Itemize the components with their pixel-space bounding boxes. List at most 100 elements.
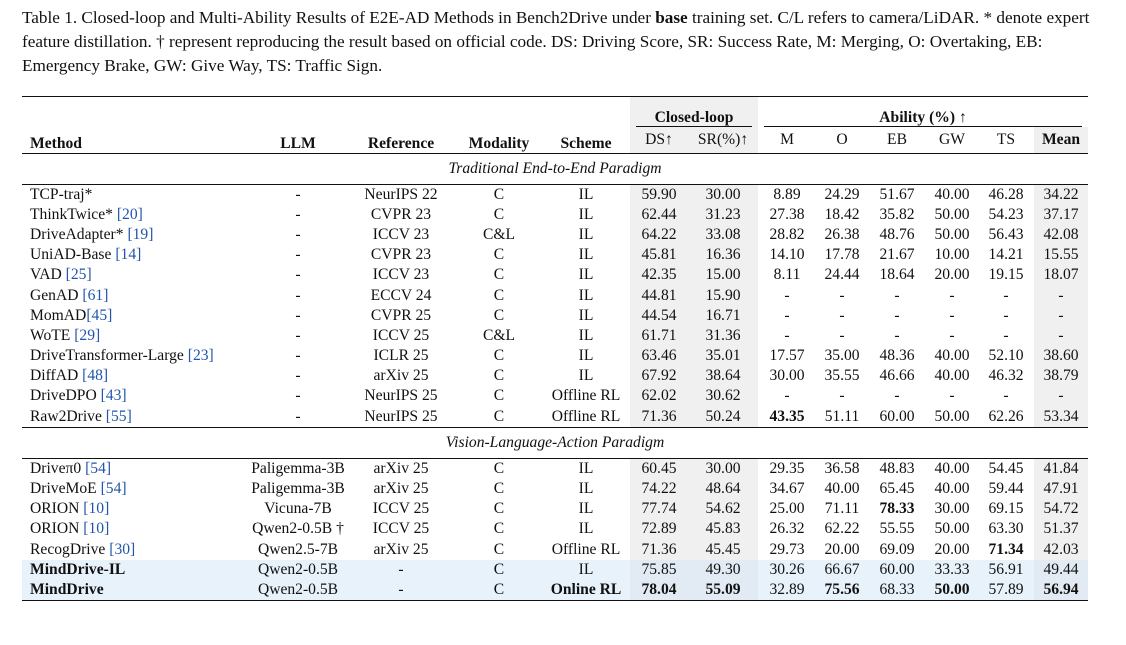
citation-link[interactable]: [43] bbox=[100, 387, 127, 405]
citation-link[interactable]: [54] bbox=[85, 459, 112, 477]
table-body: Traditional End-to-End Paradigm TCP-traj*… bbox=[22, 153, 1089, 602]
citation-link[interactable]: [29] bbox=[74, 326, 101, 344]
cell-scheme: IL bbox=[578, 225, 594, 243]
cell-reference: ICCV 25 bbox=[372, 326, 430, 344]
method-name: DriveAdapter* [19] bbox=[30, 225, 154, 243]
cell-ds: 67.92 bbox=[630, 366, 688, 387]
cell-ts: 52.10 bbox=[988, 347, 1024, 365]
cell-llm: - bbox=[295, 306, 301, 324]
cell-sr: 50.24 bbox=[688, 406, 759, 428]
caption-text-rest: training set. C/L refers to camera/LiDAR… bbox=[22, 8, 1090, 75]
header-sr: SR(%)↑ bbox=[688, 127, 759, 153]
cell-ts: - bbox=[1003, 326, 1009, 344]
cell-mean: 42.03 bbox=[1034, 539, 1089, 560]
citation-link[interactable]: [14] bbox=[115, 246, 142, 264]
cell-reference: NeurIPS 22 bbox=[364, 185, 438, 203]
cell-modality: C bbox=[493, 480, 505, 498]
cell-o: - bbox=[839, 387, 845, 405]
cell-gw: 40.00 bbox=[934, 367, 970, 385]
cell-ds: 64.22 bbox=[630, 224, 688, 246]
method-name: DriveTransformer-Large [23] bbox=[30, 347, 214, 365]
cell-modality: C bbox=[493, 185, 505, 203]
cell-ds: 77.74 bbox=[630, 499, 688, 520]
cell-ds: 44.81 bbox=[630, 285, 688, 306]
cell-llm: - bbox=[295, 286, 301, 304]
cell-gw: 50.00 bbox=[926, 579, 979, 602]
cell-gw: - bbox=[949, 306, 955, 324]
citation-link[interactable]: [20] bbox=[116, 205, 143, 223]
cell-scheme: IL bbox=[578, 520, 594, 538]
citation-link[interactable]: [10] bbox=[83, 520, 110, 538]
cell-llm: - bbox=[295, 246, 301, 264]
cell-ts: - bbox=[1003, 306, 1009, 324]
cell-eb: 51.67 bbox=[879, 185, 915, 203]
citation-link[interactable]: [10] bbox=[83, 500, 110, 518]
cell-scheme: IL bbox=[578, 459, 594, 477]
table-row: MomAD[45] - CVPR 25 C IL 44.54 16.71 - - - - - - bbox=[22, 305, 1089, 326]
cell-eb: - bbox=[894, 387, 900, 405]
cell-scheme: Online RL bbox=[542, 579, 630, 602]
cell-mean: 37.17 bbox=[1034, 204, 1089, 225]
cell-scheme: IL bbox=[578, 246, 594, 264]
cell-m: 34.67 bbox=[769, 480, 805, 498]
cell-modality: C bbox=[493, 540, 505, 558]
cell-mean: 56.94 bbox=[1034, 579, 1089, 602]
method-name: ORION [10] bbox=[30, 520, 110, 538]
cell-o: 40.00 bbox=[824, 480, 860, 498]
citation-link[interactable]: [55] bbox=[105, 407, 132, 425]
cell-eb: 69.09 bbox=[879, 540, 915, 558]
citation-link[interactable]: [54] bbox=[100, 480, 127, 498]
cell-m: - bbox=[784, 286, 790, 304]
table-row: WoTE [29] - ICCV 25 C&L IL 61.71 31.36 - - - - - - bbox=[22, 325, 1089, 346]
cell-o: 18.42 bbox=[824, 205, 860, 223]
header-closed-loop: Closed-loop bbox=[630, 97, 759, 127]
cell-m: 29.35 bbox=[769, 459, 805, 477]
cell-ts: 63.30 bbox=[988, 520, 1024, 538]
cell-ts: - bbox=[1003, 286, 1009, 304]
cell-mean: 38.79 bbox=[1034, 366, 1089, 387]
cell-m: 8.11 bbox=[773, 266, 801, 284]
cell-modality: C bbox=[493, 266, 505, 284]
cell-o: 24.44 bbox=[824, 266, 860, 284]
cell-o: 20.00 bbox=[824, 540, 860, 558]
cell-eb: 48.83 bbox=[879, 459, 915, 477]
citation-link[interactable]: [30] bbox=[109, 540, 136, 558]
cell-sr: 49.30 bbox=[688, 559, 759, 580]
cell-ts: 59.44 bbox=[988, 480, 1024, 498]
cell-o: 36.58 bbox=[824, 459, 860, 477]
cell-eb: 35.82 bbox=[879, 205, 915, 223]
citation-link[interactable]: [61] bbox=[82, 286, 109, 304]
citation-link[interactable]: [25] bbox=[65, 266, 92, 284]
cell-m: 17.57 bbox=[769, 347, 805, 365]
citation-link[interactable]: [45] bbox=[86, 306, 113, 324]
method-name: GenAD [61] bbox=[30, 286, 109, 304]
cell-sr: 15.90 bbox=[688, 285, 759, 306]
cell-ds: 72.89 bbox=[630, 519, 688, 540]
cell-o: 26.38 bbox=[824, 225, 860, 243]
cell-eb: - bbox=[894, 306, 900, 324]
cell-m: 27.38 bbox=[769, 205, 805, 223]
cell-scheme: Offline RL bbox=[542, 406, 630, 428]
cell-sr: 30.00 bbox=[688, 458, 759, 479]
citation-link[interactable]: [23] bbox=[187, 347, 214, 365]
cell-eb: 55.55 bbox=[879, 520, 915, 538]
cell-mean: 41.84 bbox=[1034, 458, 1089, 479]
cell-modality: C bbox=[493, 520, 505, 538]
method-name: DriveMoE [54] bbox=[30, 480, 127, 498]
citation-link[interactable]: [48] bbox=[82, 367, 109, 385]
method-name: Driveπ0 [54] bbox=[30, 459, 112, 477]
header-llm: LLM bbox=[280, 134, 316, 152]
cell-ds: 74.22 bbox=[630, 478, 688, 500]
cell-gw: 10.00 bbox=[934, 246, 970, 264]
cell-modality: C bbox=[493, 246, 505, 264]
cell-ts: 56.43 bbox=[988, 225, 1024, 243]
cell-modality: C bbox=[493, 286, 505, 304]
header-method: Method bbox=[30, 134, 82, 152]
cell-o: 71.11 bbox=[824, 500, 860, 518]
citation-link[interactable]: [19] bbox=[127, 225, 154, 243]
table-row: UniAD-Base [14] - CVPR 23 C IL 45.81 16.36 14.1… bbox=[22, 245, 1089, 266]
header-modality: Modality bbox=[468, 134, 530, 152]
top-rule bbox=[22, 96, 1088, 97]
cell-gw: - bbox=[949, 387, 955, 405]
cell-eb: - bbox=[894, 326, 900, 344]
